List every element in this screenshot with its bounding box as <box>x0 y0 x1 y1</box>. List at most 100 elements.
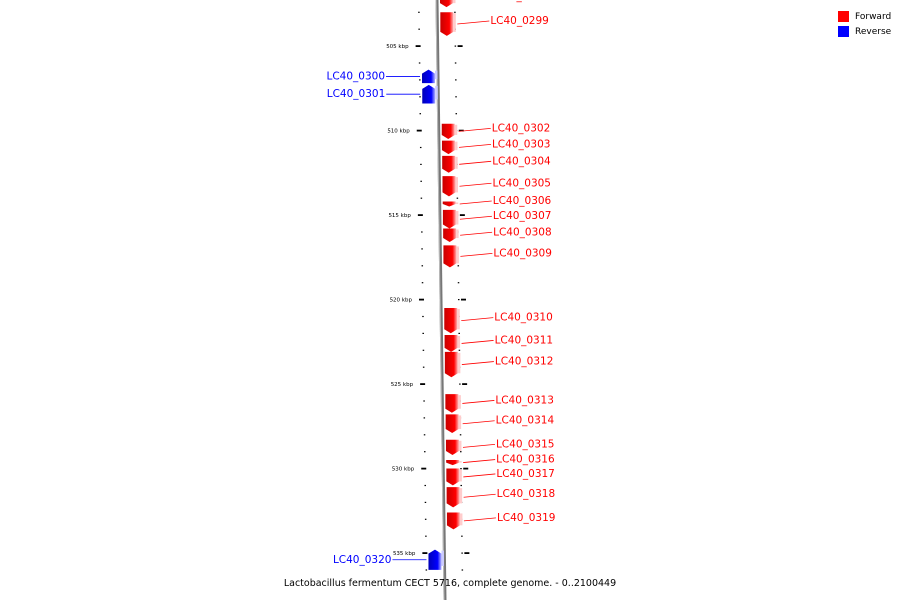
minor-tick <box>455 96 457 98</box>
gene-LC40_0309[interactable] <box>443 245 459 268</box>
gene-arrow[interactable] <box>446 512 460 530</box>
minor-tick <box>418 62 421 64</box>
label-leader <box>462 400 495 404</box>
gene-LC40_0320[interactable] <box>428 549 444 570</box>
gene-LC40_0301[interactable] <box>422 84 438 104</box>
minor-tick <box>420 163 422 165</box>
label-leader <box>461 340 494 344</box>
gene-LC40_0312[interactable] <box>444 351 461 378</box>
gene-LC40_0313[interactable] <box>445 394 461 413</box>
gene-shade <box>459 513 463 526</box>
gene-features <box>422 0 463 570</box>
gene-LC40_0307[interactable] <box>442 209 459 229</box>
gene-arrow[interactable] <box>441 140 455 155</box>
minor-tick <box>423 400 425 402</box>
gene-label: LC40_0304 <box>492 155 551 167</box>
gene-LC40_0318[interactable] <box>446 487 463 508</box>
tick-label: 530 kbp <box>392 467 415 473</box>
minor-tick <box>424 484 426 487</box>
major-tick <box>460 298 466 301</box>
gene-LC40_0306[interactable] <box>442 201 459 207</box>
gene-arrow[interactable] <box>446 460 460 466</box>
gene-arrow[interactable] <box>442 201 456 207</box>
gene-LC40_0311[interactable] <box>444 334 461 352</box>
genome-axis <box>435 0 447 600</box>
gene-arrow[interactable] <box>441 123 455 139</box>
tick-label: 535 kbp <box>393 551 416 557</box>
major-tick <box>417 214 423 216</box>
tick-label: 525 kbp <box>391 382 414 388</box>
major-tick <box>459 214 465 216</box>
minor-tick <box>461 552 463 554</box>
minor-tick <box>460 451 462 453</box>
gene-arrow[interactable] <box>446 487 460 508</box>
gene-shade <box>455 210 459 225</box>
gene-LC40_0315[interactable] <box>445 439 462 455</box>
gene-arrow[interactable] <box>445 414 459 434</box>
tick-label: 510 kbp <box>387 129 410 135</box>
label-leader <box>463 473 496 478</box>
label-leader <box>457 20 490 25</box>
gene-LC40_0298[interactable] <box>439 0 456 8</box>
gene-arrow[interactable] <box>439 0 453 8</box>
gene-shade <box>458 440 462 451</box>
gene-arrow[interactable] <box>443 245 457 268</box>
label-leader <box>458 144 492 148</box>
gene-label: LC40_0311 <box>495 334 554 346</box>
gene-shade <box>455 177 458 193</box>
gene-LC40_0299[interactable] <box>440 12 456 36</box>
gene-shade <box>459 469 462 482</box>
gene-arrow[interactable] <box>442 155 456 173</box>
gene-LC40_0310[interactable] <box>444 307 460 334</box>
reverse-swatch <box>838 26 849 37</box>
minor-tick <box>455 113 458 115</box>
gene-LC40_0308[interactable] <box>443 228 459 243</box>
gene-arrow[interactable] <box>442 176 456 197</box>
gene-shade <box>441 550 444 566</box>
minor-tick <box>461 535 463 537</box>
gene-arrow[interactable] <box>443 228 457 243</box>
gene-arrow[interactable] <box>444 351 458 378</box>
gene-label: LC40_0306 <box>493 195 552 207</box>
gene-arrow[interactable] <box>428 549 442 570</box>
gene-LC40_0314[interactable] <box>445 414 462 434</box>
gene-LC40_0317[interactable] <box>446 468 462 486</box>
gene-label: LC40_0310 <box>494 312 553 324</box>
gene-arrow[interactable] <box>446 468 460 486</box>
gene-shade <box>457 335 461 348</box>
gene-shade <box>456 246 459 264</box>
minor-tick <box>425 569 428 571</box>
gene-LC40_0303[interactable] <box>441 140 458 155</box>
major-tick <box>422 552 428 554</box>
major-tick <box>462 383 468 385</box>
gene-label: LC40_0298 <box>490 0 549 3</box>
forward-swatch <box>838 11 849 22</box>
tick-label: 520 kbp <box>390 298 413 304</box>
strand-legend: Forward Reverse <box>838 9 891 39</box>
minor-tick <box>421 248 423 250</box>
gene-LC40_0300[interactable] <box>422 69 438 84</box>
gene-arrow[interactable] <box>444 334 458 352</box>
gene-shade <box>459 461 462 463</box>
gene-shade <box>457 308 460 330</box>
gene-arrow[interactable] <box>440 12 454 36</box>
gene-LC40_0305[interactable] <box>442 176 458 197</box>
gene-label: LC40_0316 <box>496 454 555 466</box>
gene-LC40_0316[interactable] <box>446 460 462 466</box>
gene-arrow[interactable] <box>422 84 436 104</box>
gene-label: LC40_0313 <box>495 394 554 406</box>
label-leader <box>462 443 496 448</box>
gene-label: LC40_0318 <box>497 488 556 500</box>
gene-LC40_0302[interactable] <box>441 123 458 139</box>
minor-tick <box>423 434 426 436</box>
gene-LC40_0319[interactable] <box>446 512 463 530</box>
gene-arrow[interactable] <box>422 69 436 84</box>
gene-arrow[interactable] <box>445 439 459 455</box>
gene-arrow[interactable] <box>444 307 458 334</box>
genome-caption: Lactobacillus fermentum CECT 5716, compl… <box>283 578 617 589</box>
minor-tick <box>457 282 460 284</box>
gene-label: LC40_0317 <box>496 468 555 480</box>
gene-arrow[interactable] <box>445 394 459 413</box>
gene-arrow[interactable] <box>442 209 456 229</box>
gene-LC40_0304[interactable] <box>442 155 458 173</box>
